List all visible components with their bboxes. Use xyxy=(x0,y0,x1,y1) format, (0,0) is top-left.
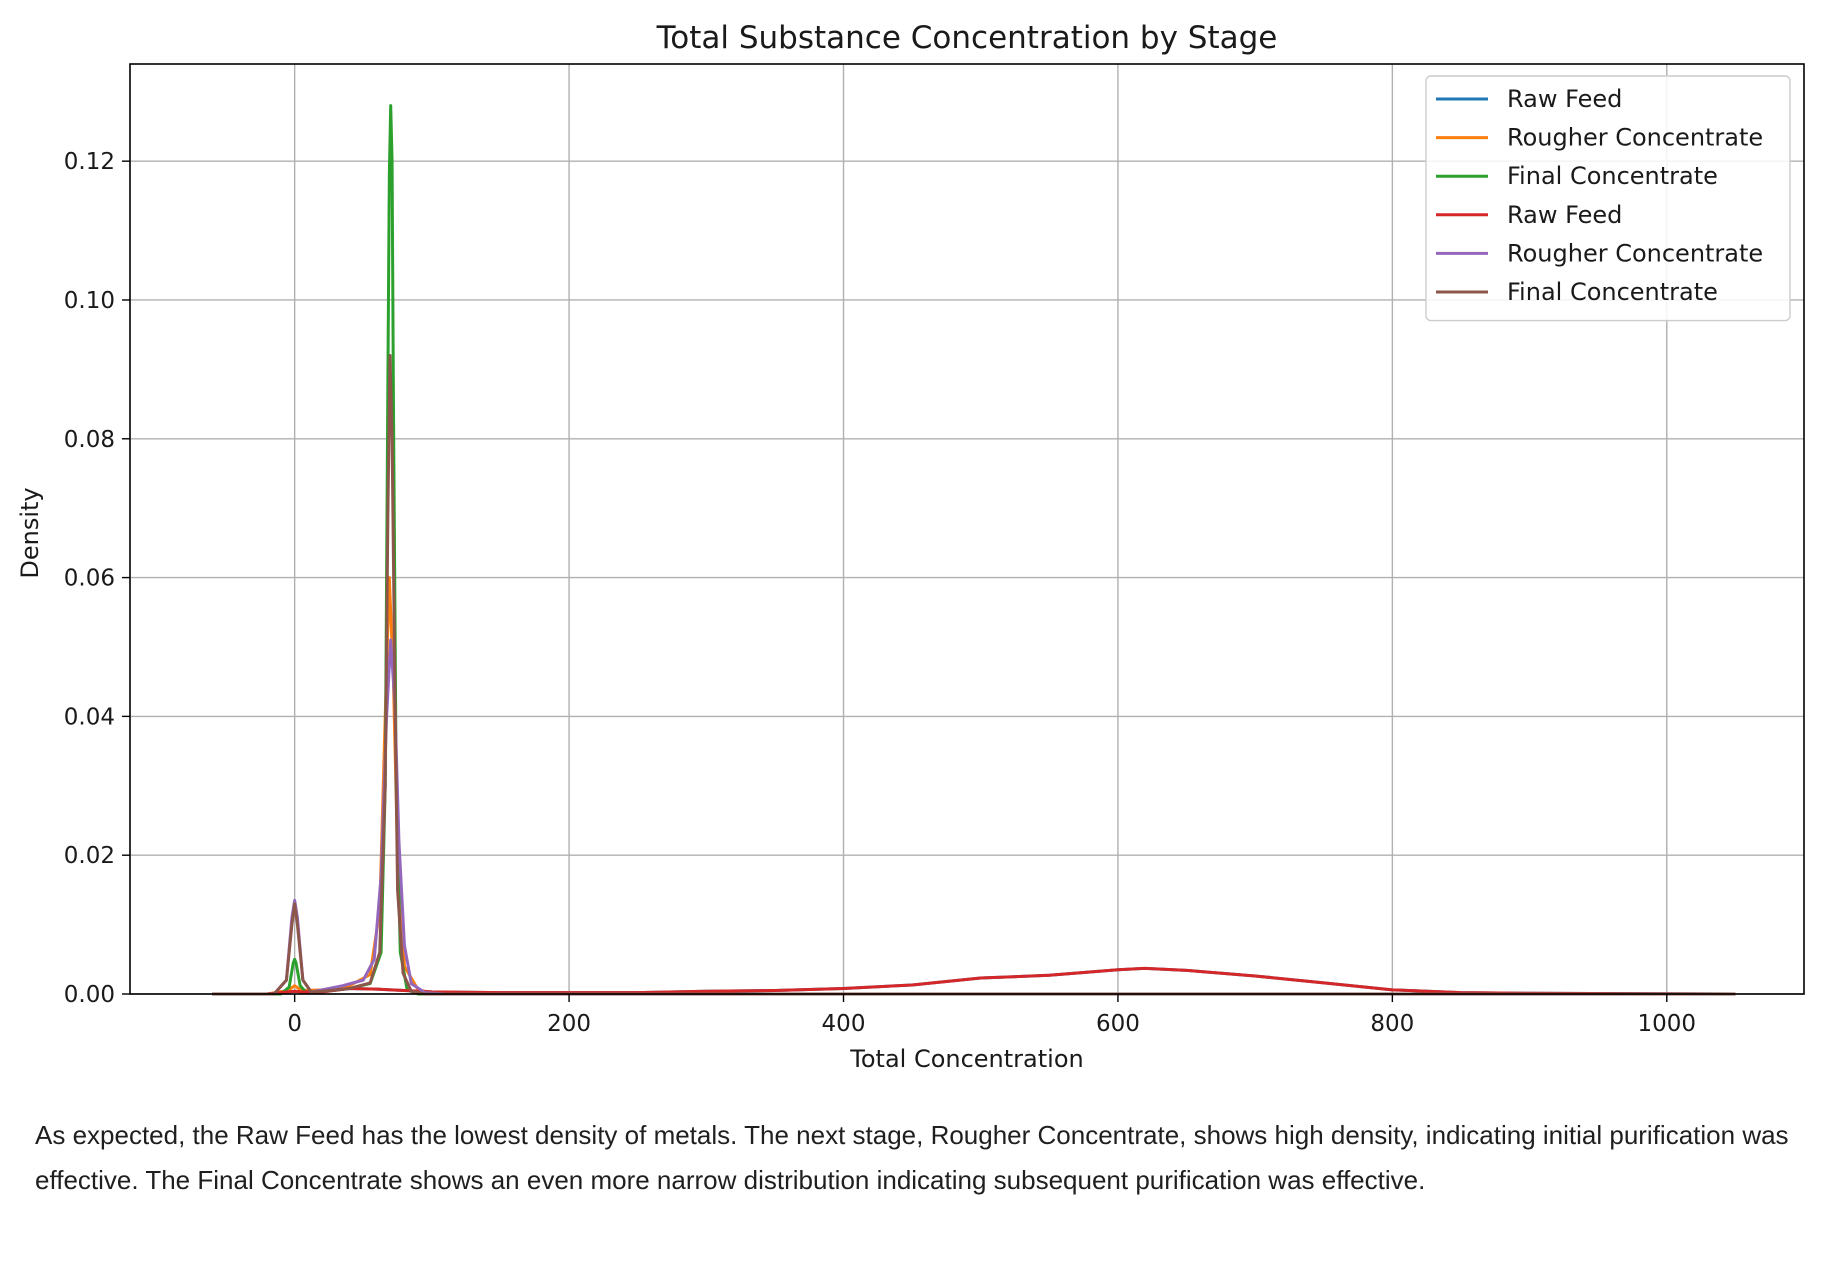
y-tick-label: 0.08 xyxy=(64,427,115,453)
y-tick-label: 0.04 xyxy=(64,704,115,730)
x-tick-label: 200 xyxy=(547,1011,591,1037)
legend-label: Final Concentrate xyxy=(1507,278,1718,306)
legend: Raw Feed Rougher Concentrate Final Concent… xyxy=(1425,75,1791,322)
y-tick-label: 0.00 xyxy=(64,982,115,1008)
x-tick-label: 800 xyxy=(1370,1011,1414,1037)
density-chart: 0 200 400 600 800 1000 0.000.020.040.060.080.… xyxy=(16,20,1805,1073)
y-axis-ticks: 0.00 0.02 0.04 0.06 0.08 0.10 0.12 xyxy=(64,149,130,1008)
x-tick-label: 400 xyxy=(822,1011,866,1037)
legend-label: Raw Feed xyxy=(1507,85,1622,113)
x-tick-label: 1000 xyxy=(1638,1011,1697,1037)
chart-title: Total Substance Concentration by Stage xyxy=(656,20,1278,56)
x-tick-label: 0 xyxy=(287,1011,302,1037)
legend-label: Raw Feed xyxy=(1507,201,1622,229)
series-line-4 xyxy=(212,966,1736,996)
series-line-2 xyxy=(212,576,1736,996)
series-line-5 xyxy=(212,638,1736,996)
series-lines xyxy=(212,104,1736,996)
x-axis-label: Total Concentration xyxy=(849,1045,1083,1073)
y-tick-label: 0.02 xyxy=(64,843,115,869)
plot-frame xyxy=(129,63,1805,995)
y-tick-label: 0.12 xyxy=(64,149,115,175)
x-axis-ticks: 0 200 400 600 800 1000 xyxy=(287,994,1696,1037)
legend-label: Rougher Concentrate xyxy=(1507,124,1763,152)
chart-commentary: As expected, the Raw Feed has the lowest… xyxy=(35,1120,1789,1195)
series-line-6 xyxy=(212,353,1736,996)
series-line-1 xyxy=(212,966,1736,996)
legend-label: Rougher Concentrate xyxy=(1507,239,1763,267)
legend-label: Final Concentrate xyxy=(1507,162,1718,190)
x-tick-label: 600 xyxy=(1096,1011,1140,1037)
y-tick-label: 0.06 xyxy=(64,566,115,592)
legend-box xyxy=(1425,75,1791,322)
y-tick-label: 0.10 xyxy=(64,288,115,314)
y-axis-label: Density xyxy=(16,487,44,578)
